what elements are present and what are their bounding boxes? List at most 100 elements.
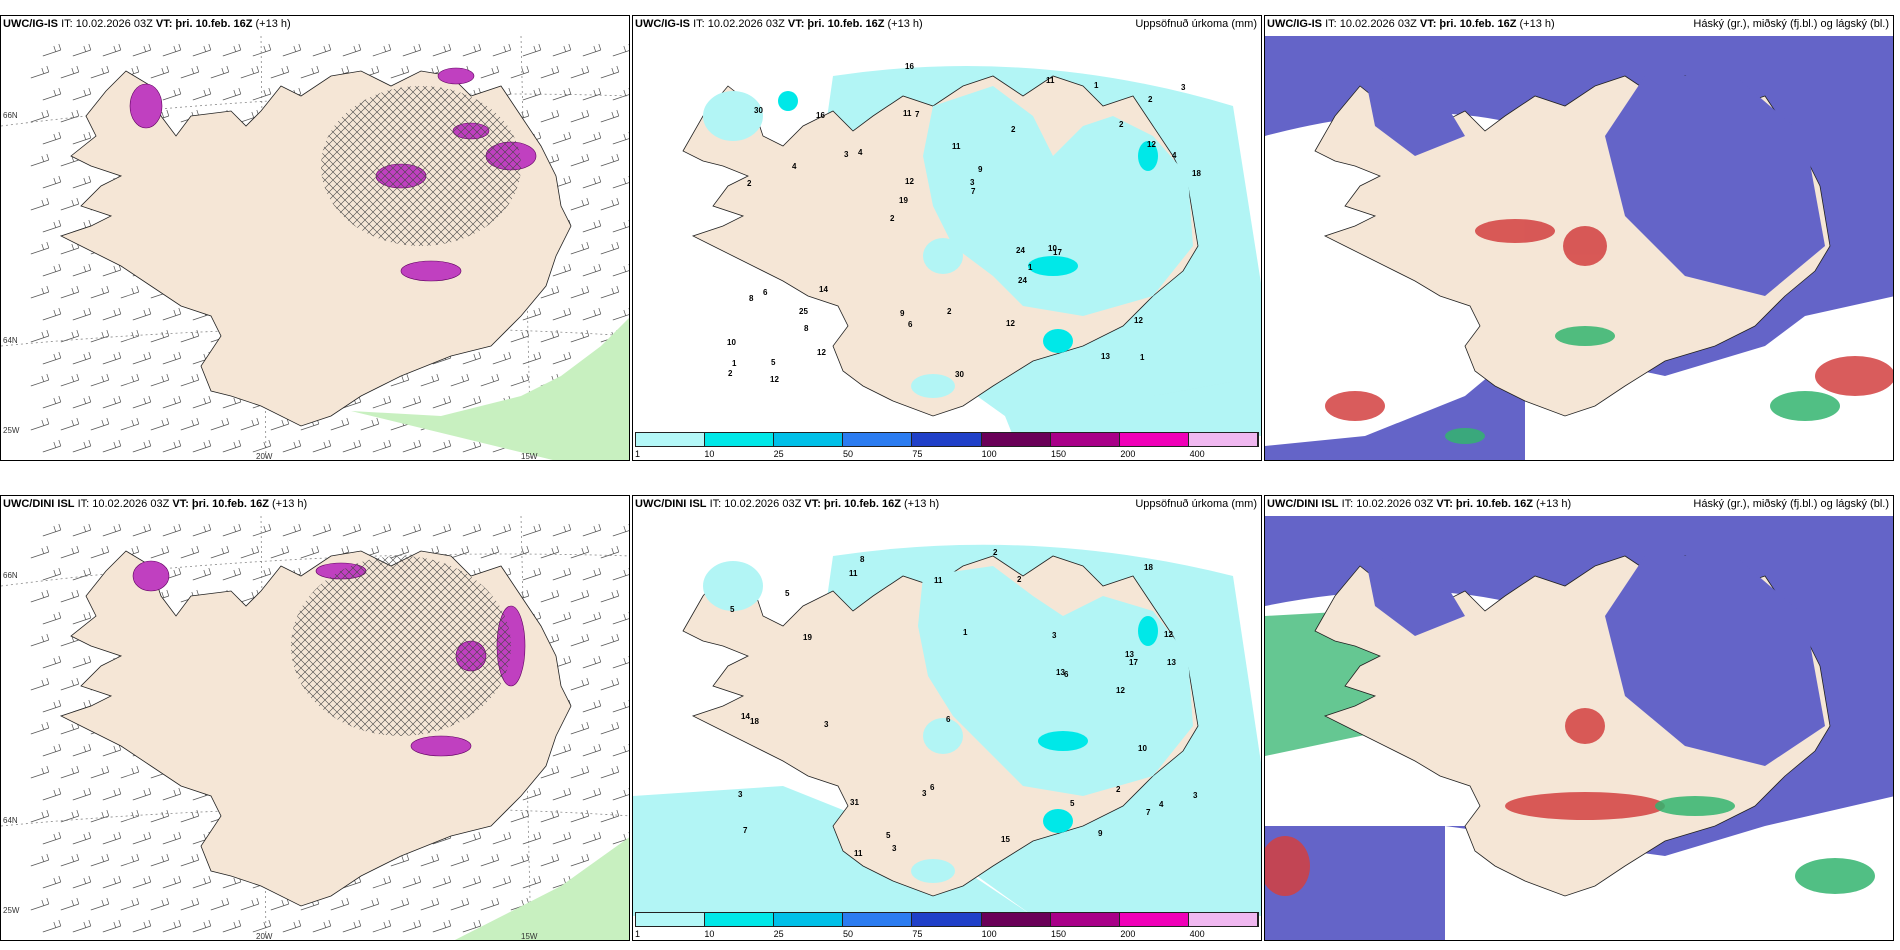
- lon-label-15: 15W: [521, 452, 538, 461]
- wind-barb: [582, 699, 602, 713]
- wind-barb: [420, 853, 440, 867]
- precip-value-label: 6: [946, 715, 951, 724]
- wind-barb: [540, 329, 560, 343]
- wind-barb: [252, 919, 272, 933]
- wind-barb: [180, 809, 200, 823]
- legend-swatch: [636, 913, 706, 926]
- wind-barb: [612, 263, 629, 277]
- wind-barb: [450, 373, 470, 387]
- wind-barb: [492, 523, 512, 537]
- wind-barb: [540, 109, 560, 123]
- legend-tick-label: 10: [704, 929, 715, 939]
- precip-value-label: 7: [743, 826, 748, 835]
- wind-barb: [552, 567, 572, 581]
- wind-barb: [102, 743, 122, 757]
- precip-legend: 1 10 25 50 75 100 150 200 400: [633, 910, 1261, 940]
- precip-value-label: 18: [1192, 169, 1201, 178]
- wind-barb: [42, 219, 62, 233]
- wind-barb: [150, 417, 170, 431]
- precip-value-label: 2: [1116, 785, 1121, 794]
- wind-barb: [570, 329, 590, 343]
- wind-barb: [612, 307, 629, 321]
- wind-barb: [582, 655, 602, 669]
- wind-barb: [282, 43, 302, 57]
- wind-barb: [150, 65, 170, 79]
- wind-barb: [480, 897, 500, 911]
- wind-barb: [282, 523, 302, 537]
- wind-barb: [60, 417, 80, 431]
- wind-barb: [510, 853, 530, 867]
- wind-barb: [30, 765, 50, 779]
- wind-barb: [270, 897, 290, 911]
- wind-barb: [372, 875, 392, 889]
- wind-barb: [450, 897, 470, 911]
- precip-value-label: 4: [858, 148, 863, 157]
- wind-barb: [540, 589, 560, 603]
- wind-barb: [42, 439, 62, 453]
- wind-barb: [30, 853, 50, 867]
- wind-barb: [102, 787, 122, 801]
- legend-swatch: [981, 433, 1051, 446]
- precip-value-label: 17: [1053, 248, 1062, 257]
- wind-barb: [132, 919, 152, 933]
- wind-barb: [132, 523, 152, 537]
- precip-value-label: 16: [816, 111, 825, 120]
- wind-barb: [222, 523, 242, 537]
- wind-barb: [192, 439, 212, 453]
- wind-barb: [330, 417, 350, 431]
- legend-swatch: [843, 433, 913, 446]
- precip-value-label: 12: [1006, 319, 1015, 328]
- panel-precip-top: UWC/IG-IS IT: 10.02.2026 03Z VT: þri. 10…: [632, 15, 1262, 461]
- wind-barb: [72, 263, 92, 277]
- wind-barb: [72, 43, 92, 57]
- wind-barb: [420, 897, 440, 911]
- wind-barb: [60, 285, 80, 299]
- wind-barb: [102, 263, 122, 277]
- panel-subtitle: Uppsöfnuð úrkoma (mm): [1135, 18, 1257, 30]
- wind-barb: [102, 43, 122, 57]
- wind-barb: [402, 439, 422, 453]
- wind-barb: [600, 197, 620, 211]
- lat-label-66: 66N: [3, 571, 18, 580]
- wind-barb: [612, 699, 629, 713]
- wind-barb: [72, 523, 92, 537]
- legend-tick-label: 25: [773, 449, 784, 459]
- wind-barb: [312, 43, 332, 57]
- wind-barb: [612, 523, 629, 537]
- wind-barb: [582, 611, 602, 625]
- wind-barb: [492, 43, 512, 57]
- wind-barb: [30, 329, 50, 343]
- wind-barb: [552, 307, 572, 321]
- wind-barb: [42, 655, 62, 669]
- wind-barb: [102, 875, 122, 889]
- wind-barb: [270, 417, 290, 431]
- precip-value-label: 10: [727, 338, 736, 347]
- wind-barb: [192, 875, 212, 889]
- wind-barb: [180, 373, 200, 387]
- precip-value-label: 3: [922, 789, 927, 798]
- wind-barb: [240, 65, 260, 79]
- panel-title: UWC/DINI ISL IT: 10.02.2026 03Z VT: þri.…: [3, 498, 308, 510]
- wind-barb: [72, 395, 92, 409]
- wind-barb: [162, 523, 182, 537]
- precip-value-label: 12: [1147, 140, 1156, 149]
- precip-value-label: 13: [1167, 658, 1176, 667]
- wind-barb: [300, 545, 320, 559]
- wind-barb: [600, 677, 620, 691]
- wind-barb: [600, 153, 620, 167]
- wind-barb: [42, 395, 62, 409]
- wind-barb: [570, 853, 590, 867]
- wind-barb: [330, 897, 350, 911]
- precip-value-label: 16: [905, 62, 914, 71]
- panel-cloud-bottom: UWC/DINI ISL IT: 10.02.2026 03Z VT: þri.…: [1264, 495, 1894, 941]
- legend-swatch: [705, 433, 775, 446]
- wind-barb: [162, 875, 182, 889]
- wind-barb: [72, 831, 92, 845]
- legend-tick-label: 100: [981, 929, 997, 939]
- wind-barb: [192, 87, 212, 101]
- wind-barb: [252, 43, 272, 57]
- wind-barb: [30, 241, 50, 255]
- wind-barb: [570, 109, 590, 123]
- wind-barb: [72, 787, 92, 801]
- wind-barb: [42, 699, 62, 713]
